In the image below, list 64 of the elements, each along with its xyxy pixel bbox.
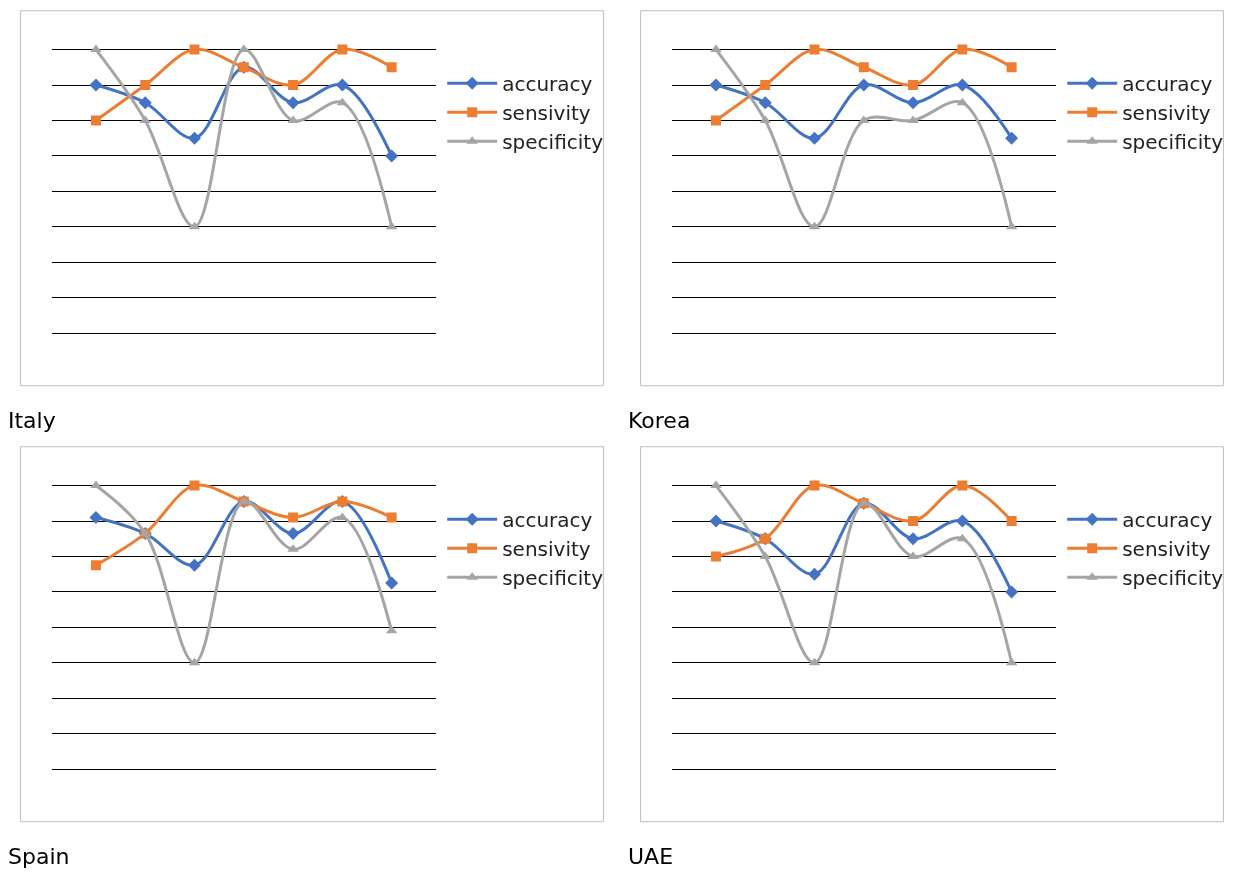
point — [188, 558, 202, 572]
point — [90, 560, 101, 571]
point — [90, 480, 102, 489]
point — [710, 480, 722, 489]
legend-label: accuracy — [502, 508, 593, 533]
point — [808, 131, 822, 145]
point — [286, 526, 300, 540]
legend-label: accuracy — [1122, 72, 1213, 97]
text: Italy — [8, 408, 56, 433]
point — [760, 80, 771, 90]
point — [957, 480, 968, 491]
legend-label: sensivity — [502, 537, 591, 562]
point — [385, 149, 399, 163]
text: Korea — [628, 408, 691, 433]
legend-label: sensivity — [1122, 537, 1211, 562]
point — [386, 62, 397, 73]
point — [710, 44, 722, 53]
point — [908, 516, 919, 526]
point — [758, 96, 772, 110]
point — [188, 131, 202, 145]
point — [908, 80, 919, 90]
point — [709, 514, 723, 528]
point — [89, 510, 103, 524]
point — [189, 480, 200, 491]
point — [288, 80, 299, 90]
text: Spain — [8, 844, 70, 869]
legend-label: specificity — [1122, 566, 1224, 591]
point — [955, 514, 969, 528]
point — [906, 96, 920, 110]
point — [386, 512, 397, 523]
point — [710, 551, 721, 562]
point — [286, 96, 300, 110]
point — [955, 78, 969, 92]
point — [189, 44, 200, 55]
point — [808, 567, 822, 581]
point — [89, 78, 103, 92]
legend-label: accuracy — [502, 72, 593, 97]
point — [906, 532, 920, 546]
point — [288, 512, 299, 523]
point — [858, 62, 869, 73]
point — [809, 480, 820, 491]
point — [337, 44, 348, 55]
legend-label: sensivity — [502, 101, 591, 126]
point — [1005, 131, 1019, 145]
legend-label: specificity — [1122, 130, 1224, 155]
legend-label: accuracy — [1122, 508, 1213, 533]
point — [710, 115, 721, 126]
point — [335, 78, 349, 92]
point — [1006, 62, 1017, 73]
point — [1005, 585, 1019, 599]
text: UAE — [628, 844, 674, 869]
point — [709, 78, 723, 92]
point — [1006, 516, 1017, 526]
point — [90, 115, 101, 126]
point — [857, 78, 871, 92]
point — [957, 44, 968, 55]
point — [138, 96, 152, 110]
legend-label: specificity — [502, 566, 604, 591]
point — [90, 44, 102, 53]
legend-label: sensivity — [1122, 101, 1211, 126]
legend-label: specificity — [502, 130, 604, 155]
point — [809, 44, 820, 55]
point — [385, 576, 399, 590]
point — [140, 80, 151, 90]
